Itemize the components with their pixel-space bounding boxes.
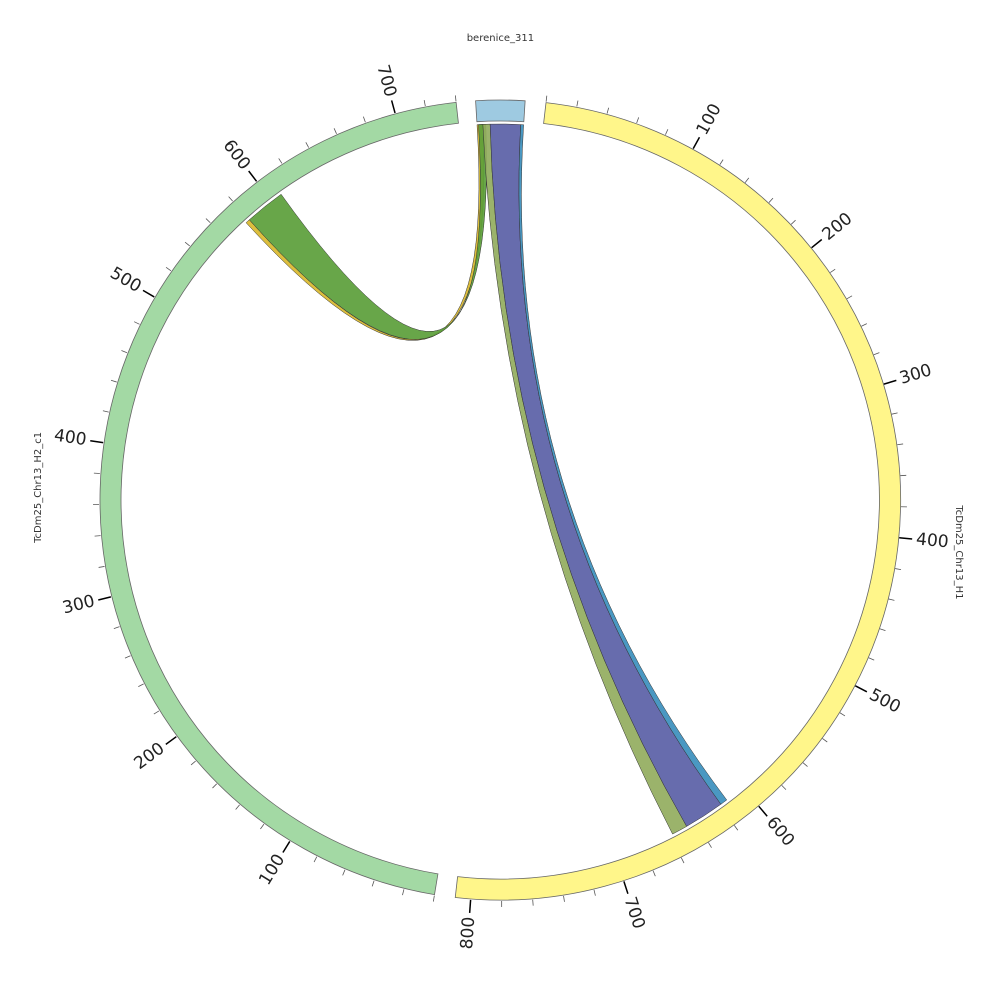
major-tick xyxy=(392,100,395,113)
tick-label: 500 xyxy=(866,685,904,718)
minor-tick xyxy=(782,785,786,789)
minor-tick xyxy=(708,843,711,848)
minor-tick xyxy=(564,896,565,902)
minor-tick xyxy=(869,658,875,660)
minor-tick xyxy=(892,413,898,414)
tick-label: 100 xyxy=(255,851,289,889)
minor-tick xyxy=(577,101,578,107)
minor-tick xyxy=(114,627,120,629)
minor-tick xyxy=(236,805,240,810)
major-tick xyxy=(855,686,867,692)
major-tick xyxy=(812,239,822,247)
major-tick xyxy=(166,737,176,745)
major-tick xyxy=(249,171,257,181)
minor-tick xyxy=(734,825,738,830)
minor-tick xyxy=(745,178,749,183)
tick-label: 200 xyxy=(819,209,857,245)
minor-tick xyxy=(138,684,143,687)
tick-label: 400 xyxy=(915,529,949,552)
segment-label: TcDm25_Chr13_H1 xyxy=(953,504,964,599)
minor-tick xyxy=(791,220,795,224)
major-tick xyxy=(470,900,471,913)
minor-tick xyxy=(206,219,210,223)
minor-tick xyxy=(111,380,117,382)
minor-tick xyxy=(191,761,196,765)
minor-tick xyxy=(433,896,434,902)
minor-tick xyxy=(363,117,365,123)
minor-tick xyxy=(874,353,880,355)
tick-label: 700 xyxy=(372,63,400,100)
major-tick xyxy=(693,137,699,148)
segment-label: berenice_311 xyxy=(467,33,534,44)
tick-label: 500 xyxy=(107,263,145,297)
tick-label: 200 xyxy=(130,739,168,774)
minor-tick xyxy=(185,242,190,246)
major-tick xyxy=(90,441,103,443)
minor-tick xyxy=(895,569,901,570)
minor-tick xyxy=(880,629,886,631)
major-tick xyxy=(759,806,767,816)
minor-tick xyxy=(803,763,808,767)
minor-tick xyxy=(99,566,105,567)
tick-label: 600 xyxy=(219,136,255,174)
tick-label: 400 xyxy=(53,426,88,450)
major-tick xyxy=(624,881,628,893)
minor-tick xyxy=(95,536,101,537)
minor-tick xyxy=(546,96,547,102)
minor-tick xyxy=(334,128,336,133)
minor-tick xyxy=(279,158,282,163)
minor-tick xyxy=(847,296,852,299)
minor-tick xyxy=(134,322,139,325)
minor-tick xyxy=(154,711,159,714)
minor-tick xyxy=(125,656,131,658)
tick-label: 300 xyxy=(60,591,96,618)
tick-label: 300 xyxy=(897,360,934,389)
major-tick xyxy=(899,538,912,539)
minor-tick xyxy=(861,324,866,327)
minor-tick xyxy=(402,889,403,895)
minor-tick xyxy=(681,858,684,863)
segment-arc xyxy=(476,100,526,122)
minor-tick xyxy=(653,871,655,877)
minor-tick xyxy=(822,738,827,742)
link-ribbon xyxy=(249,124,486,339)
minor-tick xyxy=(260,824,264,829)
minor-tick xyxy=(166,267,171,270)
minor-tick xyxy=(637,117,639,123)
minor-tick xyxy=(897,444,903,445)
minor-tick xyxy=(306,142,309,147)
minor-tick xyxy=(314,857,317,862)
minor-tick xyxy=(889,599,895,600)
minor-tick xyxy=(607,108,609,114)
minor-tick xyxy=(840,713,845,716)
minor-tick xyxy=(424,100,425,106)
minor-tick xyxy=(372,881,374,887)
major-tick xyxy=(283,841,290,852)
tick-label: 100 xyxy=(693,100,726,138)
minor-tick xyxy=(343,870,345,876)
major-tick xyxy=(98,597,111,600)
minor-tick xyxy=(594,890,595,896)
minor-tick xyxy=(769,198,773,202)
minor-tick xyxy=(665,129,667,134)
minor-tick xyxy=(455,95,456,101)
major-tick xyxy=(884,380,896,384)
minor-tick xyxy=(830,269,835,272)
minor-tick xyxy=(212,784,216,788)
minor-tick xyxy=(720,160,723,165)
tick-label: 700 xyxy=(620,894,649,931)
major-tick xyxy=(143,290,154,297)
tick-label: 800 xyxy=(457,916,479,950)
minor-tick xyxy=(103,411,109,412)
minor-tick xyxy=(229,197,233,201)
minor-tick xyxy=(121,351,127,353)
tick-label: 600 xyxy=(762,813,798,851)
segment-label: TcDm25_Chr13_H2_c1 xyxy=(33,432,44,544)
link-ribbon xyxy=(490,124,721,826)
